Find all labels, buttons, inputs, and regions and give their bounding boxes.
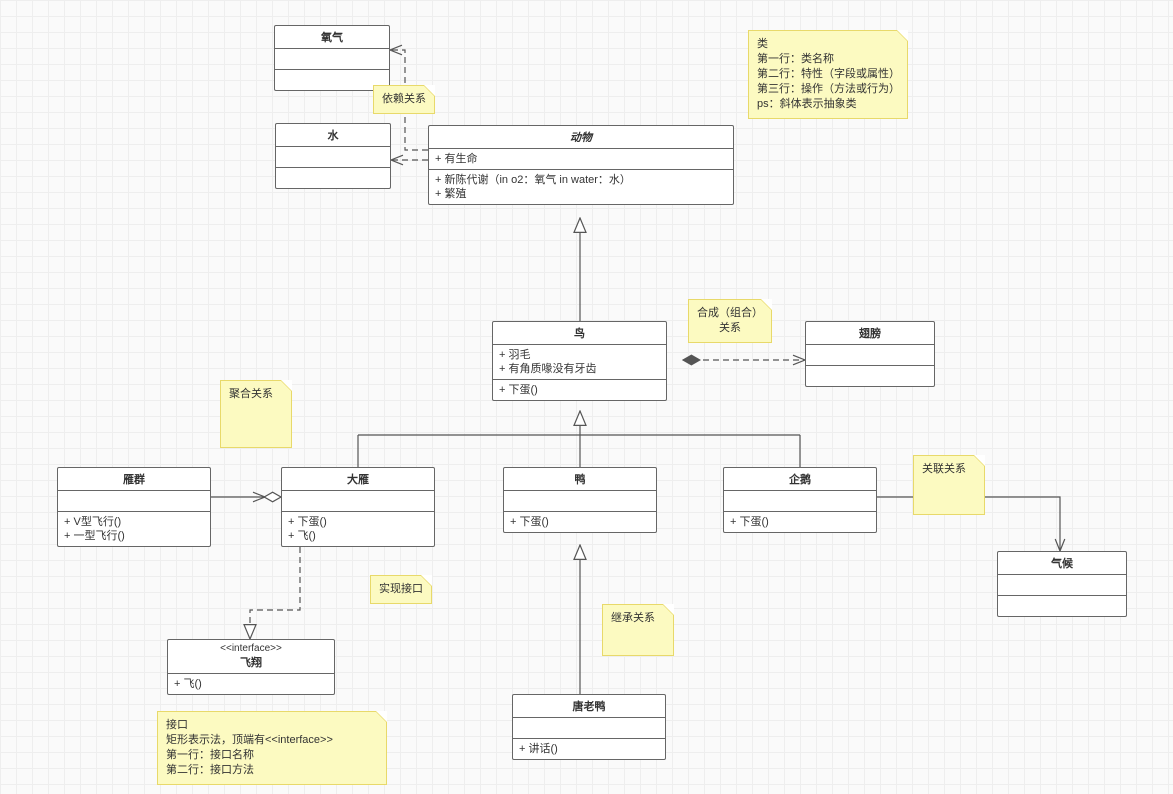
note-realization[interactable]: 实现接口 (370, 575, 432, 604)
ops-section: + 新陈代谢（in o2：氧气 in water：水） + 繁殖 (429, 170, 733, 204)
note-line: 聚合关系 (229, 387, 283, 402)
note-line: 第三行：操作（方法或行为） (757, 82, 899, 97)
note-line: 关系 (697, 321, 763, 336)
note-line: 第二行：特性（字段或属性） (757, 67, 899, 82)
note-association[interactable]: 关联关系 (913, 455, 985, 515)
class-penguin[interactable]: 企鹅 + 下蛋() (723, 467, 877, 533)
note-class-explain[interactable]: 类 第一行：类名称 第二行：特性（字段或属性） 第三行：操作（方法或行为） ps… (748, 30, 908, 119)
note-dependency[interactable]: 依赖关系 (373, 85, 435, 114)
class-water[interactable]: 水 (275, 123, 391, 189)
attr-section (275, 49, 389, 70)
note-line: 继承关系 (611, 611, 665, 626)
attr-row: + 有生命 (435, 152, 727, 166)
op-row: + 新陈代谢（in o2：氧气 in water：水） (435, 173, 727, 187)
note-composition[interactable]: 合成（组合） 关系 (688, 299, 772, 343)
class-oxygen[interactable]: 氧气 (274, 25, 390, 91)
class-title: 动物 (429, 126, 733, 149)
note-line: 接口 (166, 718, 378, 733)
class-duck[interactable]: 鸭 + 下蛋() (503, 467, 657, 533)
note-line: 类 (757, 37, 899, 52)
attr-section: + 有生命 (429, 149, 733, 170)
note-line: 实现接口 (379, 582, 423, 597)
class-title: 水 (276, 124, 390, 147)
note-line: 第二行：接口方法 (166, 763, 378, 778)
note-line: 依赖关系 (382, 92, 426, 107)
note-line: 关联关系 (922, 462, 976, 477)
note-line: 矩形表示法，顶端有<<interface>> (166, 733, 378, 748)
class-donald[interactable]: 唐老鸭 + 讲话() (512, 694, 666, 760)
class-title: 氧气 (275, 26, 389, 49)
note-inheritance[interactable]: 继承关系 (602, 604, 674, 656)
op-row: + 繁殖 (435, 187, 727, 201)
note-line: ps：斜体表示抽象类 (757, 97, 899, 112)
class-climate[interactable]: 气候 (997, 551, 1127, 617)
class-bird[interactable]: 鸟 + 羽毛 + 有角质喙没有牙齿 + 下蛋() (492, 321, 667, 401)
stereotype-label: <<interface>> (174, 643, 328, 654)
note-line: 第一行：接口名称 (166, 748, 378, 763)
class-flock[interactable]: 雁群 + V型飞行() + 一型飞行() (57, 467, 211, 547)
class-wing[interactable]: 翅膀 (805, 321, 935, 387)
interface-fly[interactable]: <<interface>> 飞翔 + 飞() (167, 639, 335, 695)
note-interface-explain[interactable]: 接口 矩形表示法，顶端有<<interface>> 第一行：接口名称 第二行：接… (157, 711, 387, 785)
note-aggregation[interactable]: 聚合关系 (220, 380, 292, 448)
edge-goose-fly (250, 547, 300, 639)
note-line: 合成（组合） (697, 306, 763, 321)
ops-section (275, 70, 389, 90)
note-line: 第一行：类名称 (757, 52, 899, 67)
class-animal[interactable]: 动物 + 有生命 + 新陈代谢（in o2：氧气 in water：水） + 繁… (428, 125, 734, 205)
class-goose[interactable]: 大雁 + 下蛋() + 飞() (281, 467, 435, 547)
